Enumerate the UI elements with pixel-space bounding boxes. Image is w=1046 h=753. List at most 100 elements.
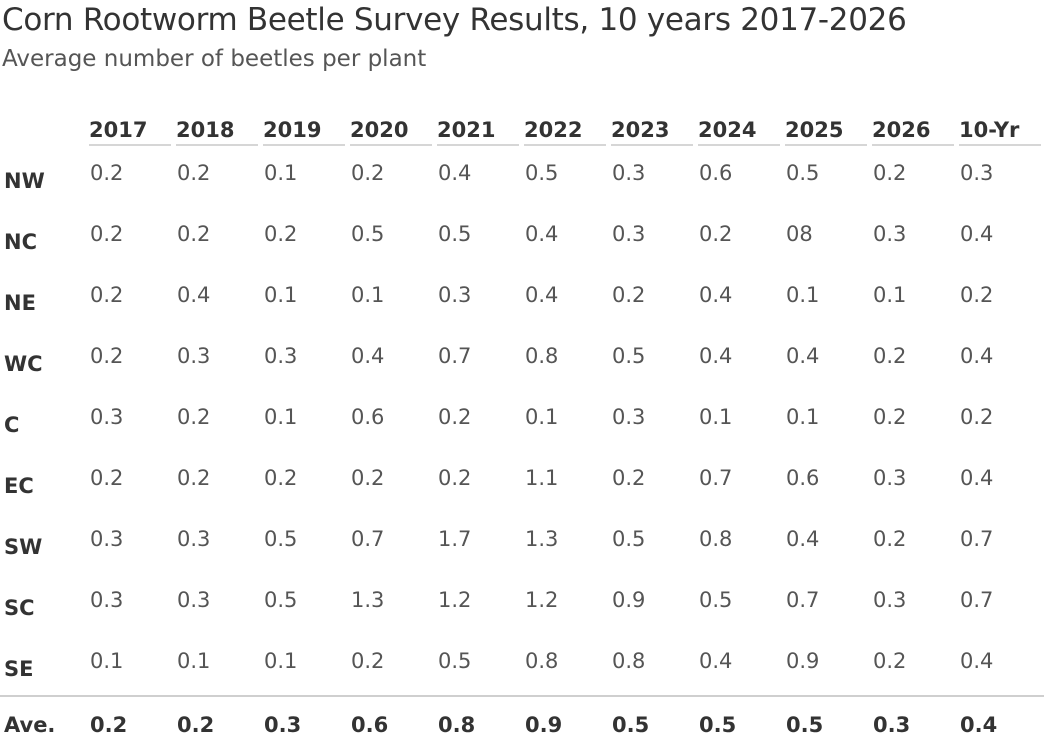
row-label: WC	[4, 351, 43, 376]
table-cell: 0.5	[612, 343, 646, 368]
table-cell: 0.2	[264, 221, 298, 246]
table-cell: 1.7	[438, 526, 472, 551]
average-cell: 0.5	[696, 695, 783, 753]
table-cell: 0.3	[177, 587, 211, 612]
table-cell: 0.5	[438, 221, 472, 246]
column-header: 2019	[261, 108, 348, 146]
column-header: 2025	[783, 108, 870, 146]
table-header: 2017 2018 2019 2020 2021 2022 2023 2024 2025 2026…	[0, 108, 1044, 146]
table-cell: 0.4	[786, 526, 820, 551]
table-cell: 0.3	[612, 160, 646, 185]
table-cell: 0.4	[699, 282, 733, 307]
table-cell: 0.2	[90, 160, 124, 185]
table-row: SC 0.3 0.3 0.5 1.3 1.2 1.2 0.9 0.5 0.7 0.3 0.7	[0, 573, 1044, 634]
table-row: C 0.3 0.2 0.1 0.6 0.2 0.1 0.3 0.1 0.1 0.2 0.2	[0, 390, 1044, 451]
table-cell: 0.4	[699, 648, 733, 673]
column-header: 2023	[609, 108, 696, 146]
table-cell: 0.2	[264, 465, 298, 490]
table-cell: 0.7	[960, 587, 994, 612]
table-cell: 0.8	[525, 648, 559, 673]
table-cell: 1.2	[438, 587, 472, 612]
table-cell: 0.1	[90, 648, 124, 673]
table-cell: 0.2	[960, 404, 994, 429]
table-cell: 0.8	[525, 343, 559, 368]
table-cell: 0.2	[873, 526, 907, 551]
table-cell: 0.3	[873, 221, 907, 246]
column-header: 2020	[348, 108, 435, 146]
average-cell: 0.9	[522, 695, 609, 753]
table-cell: 0.2	[351, 648, 385, 673]
table-cell: 0.5	[612, 526, 646, 551]
table-cell: 0.2	[438, 404, 472, 429]
table-cell: 0.6	[786, 465, 820, 490]
table-cell: 0.1	[177, 648, 211, 673]
table-cell: 0.1	[264, 160, 298, 185]
table-cell: 0.3	[177, 526, 211, 551]
table-cell: 0.2	[351, 160, 385, 185]
table-cell: 0.4	[351, 343, 385, 368]
table-row: NC 0.2 0.2 0.2 0.5 0.5 0.4 0.3 0.2 08 0.3 0.4	[0, 207, 1044, 268]
table-cell: 0.2	[699, 221, 733, 246]
table-cell: 0.2	[873, 404, 907, 429]
average-cell: 0.4	[957, 695, 1044, 753]
column-header: 2017	[87, 108, 174, 146]
average-cell: 0.6	[348, 695, 435, 753]
table-cell: 0.5	[264, 587, 298, 612]
table-cell: 0.8	[699, 526, 733, 551]
table-cell: 0.7	[699, 465, 733, 490]
table-cell: 0.2	[177, 221, 211, 246]
table-cell: 1.3	[351, 587, 385, 612]
table-cell: 0.6	[351, 404, 385, 429]
row-label: EC	[4, 473, 34, 498]
table-body: NW 0.2 0.2 0.1 0.2 0.4 0.5 0.3 0.6 0.5 0.2 0.3 NC 0.2…	[0, 146, 1044, 695]
column-header: 2024	[696, 108, 783, 146]
table-cell: 0.7	[786, 587, 820, 612]
table-row: WC 0.2 0.3 0.3 0.4 0.7 0.8 0.5 0.4 0.4 0.2 0.4	[0, 329, 1044, 390]
table-row: SW 0.3 0.3 0.5 0.7 1.7 1.3 0.5 0.8 0.4 0.2 0.7	[0, 512, 1044, 573]
table-cell: 0.3	[90, 526, 124, 551]
table-cell: 0.2	[177, 160, 211, 185]
column-header-label: 2017	[89, 118, 171, 146]
column-header: 10-Yr	[957, 108, 1044, 146]
table-cell: 0.4	[960, 465, 994, 490]
table-cell: 0.2	[177, 465, 211, 490]
table-cell: 0.2	[90, 282, 124, 307]
column-header-label: 2026	[872, 118, 954, 146]
table-cell: 0.5	[264, 526, 298, 551]
table-cell: 0.5	[786, 160, 820, 185]
table-cell: 08	[786, 221, 813, 246]
row-label: SE	[4, 656, 34, 681]
table-cell: 0.3	[612, 221, 646, 246]
table-cell: 0.2	[873, 343, 907, 368]
column-header-label: 10-Yr	[959, 118, 1041, 146]
header-row: 2017 2018 2019 2020 2021 2022 2023 2024 2025 2026…	[0, 108, 1044, 146]
chart-page: Corn Rootworm Beetle Survey Results, 10 …	[0, 2, 1044, 737]
table-cell: 0.2	[873, 160, 907, 185]
table-cell: 0.2	[90, 465, 124, 490]
table-cell: 0.3	[90, 404, 124, 429]
table-cell: 0.2	[873, 648, 907, 673]
chart-title: Corn Rootworm Beetle Survey Results, 10 …	[2, 2, 907, 38]
table-cell: 0.2	[438, 465, 472, 490]
table-cell: 0.5	[699, 587, 733, 612]
table-cell: 1.3	[525, 526, 559, 551]
header-corner	[0, 108, 87, 146]
table-row: EC 0.2 0.2 0.2 0.2 0.2 1.1 0.2 0.7 0.6 0.3 0.4	[0, 451, 1044, 512]
table-cell: 0.7	[960, 526, 994, 551]
table-row: NE 0.2 0.4 0.1 0.1 0.3 0.4 0.2 0.4 0.1 0.1 0.2	[0, 268, 1044, 329]
data-table: 2017 2018 2019 2020 2021 2022 2023 2024 2025 2026…	[0, 108, 1044, 753]
table-cell: 0.5	[525, 160, 559, 185]
table-cell: 0.8	[612, 648, 646, 673]
table-cell: 0.4	[699, 343, 733, 368]
column-header-label: 2020	[350, 118, 432, 146]
table-cell: 0.4	[525, 282, 559, 307]
column-header-label: 2023	[611, 118, 693, 146]
average-cell: 0.5	[783, 695, 870, 753]
table-cell: 0.1	[873, 282, 907, 307]
table-cell: 0.1	[264, 404, 298, 429]
table-cell: 0.1	[786, 404, 820, 429]
average-cell: 0.3	[261, 695, 348, 753]
table-footer: Ave. 0.2 0.2 0.3 0.6 0.8 0.9 0.5 0.5 0.5 0.3 0.4	[0, 695, 1044, 753]
column-header-label: 2025	[785, 118, 867, 146]
table-cell: 1.2	[525, 587, 559, 612]
